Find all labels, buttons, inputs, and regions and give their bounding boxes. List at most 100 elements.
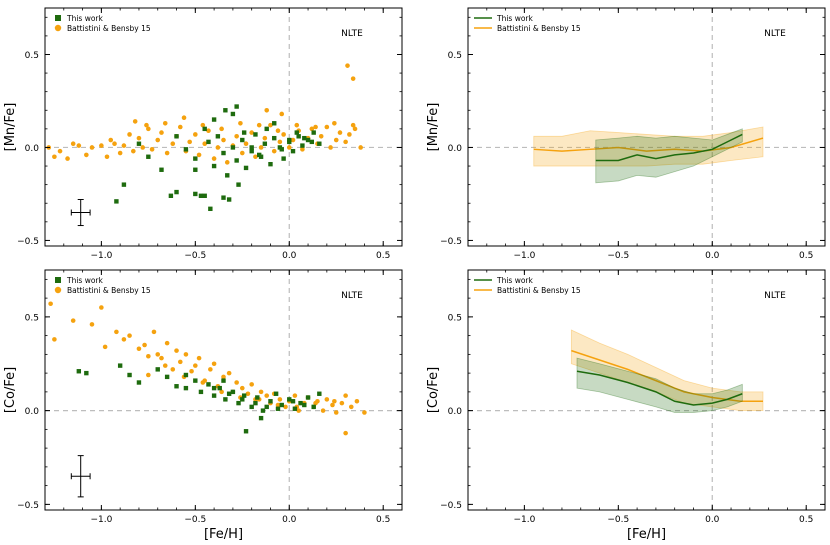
x-tick-label: −0.5	[607, 515, 629, 525]
point-battistini-bensby	[262, 135, 268, 141]
point-this-work	[226, 391, 232, 396]
point-battistini-bensby	[193, 132, 198, 137]
point-battistini-bensby	[76, 143, 82, 148]
point-battistini-bensby	[70, 141, 76, 147]
x-tick-label: −1.0	[90, 515, 112, 525]
point-this-work	[258, 415, 264, 421]
point-battistini-bensby	[286, 145, 292, 150]
point-battistini-bensby	[215, 145, 221, 150]
point-battistini-bensby	[99, 143, 104, 148]
point-this-work	[164, 374, 170, 380]
point-battistini-bensby	[112, 141, 117, 147]
x-tick-label: 0.5	[376, 251, 390, 261]
point-battistini-bensby	[249, 382, 254, 387]
point-this-work	[234, 158, 239, 163]
point-this-work	[193, 378, 198, 383]
point-battistini-bensby	[281, 132, 286, 137]
point-battistini-bensby	[249, 130, 254, 135]
point-this-work	[225, 173, 230, 178]
point-this-work	[309, 139, 315, 145]
point-this-work	[281, 156, 286, 161]
point-battistini-bensby	[211, 361, 217, 367]
point-battistini-bensby	[221, 137, 226, 143]
point-this-work	[243, 429, 249, 434]
plot-area	[45, 8, 402, 246]
point-battistini-bensby	[362, 410, 367, 415]
x-tick-label: 0.5	[799, 515, 813, 525]
x-tick-label: −0.5	[184, 515, 206, 525]
error-bar	[70, 455, 91, 498]
point-this-work	[249, 148, 254, 154]
point-battistini-bensby	[142, 342, 147, 348]
point-this-work	[174, 134, 179, 139]
plot-area	[468, 8, 825, 246]
point-battistini-bensby	[339, 400, 345, 406]
point-battistini-bensby	[309, 126, 315, 132]
point-this-work	[206, 139, 211, 145]
point-this-work	[136, 141, 142, 146]
point-battistini-bensby	[65, 156, 70, 161]
point-this-work	[208, 206, 213, 212]
point-this-work	[84, 370, 89, 376]
point-battistini-bensby	[136, 346, 142, 352]
y-axis-label: [Mn/Fe]	[426, 103, 441, 152]
point-battistini-bensby	[253, 154, 258, 160]
point-battistini-bensby	[275, 128, 281, 134]
point-battistini-bensby	[292, 393, 298, 398]
y-tick-label: 0.5	[25, 313, 39, 323]
point-battistini-bensby	[146, 372, 151, 378]
point-this-work	[240, 397, 245, 402]
point-this-work	[223, 397, 228, 402]
point-battistini-bensby	[177, 359, 183, 365]
series-battistini-bensby	[46, 63, 363, 165]
point-battistini-bensby	[328, 145, 333, 150]
panel-co-scatter: −1.0 −0.5 0.0 0.5 −0.5 0.0 0.5 [Co/Fe] [Fe/H] NLT…	[3, 269, 403, 542]
point-this-work	[136, 380, 142, 385]
point-battistini-bensby	[132, 119, 138, 124]
point-battistini-bensby	[332, 120, 337, 126]
legend-marker-battistini-bensby	[54, 286, 62, 294]
legend-label-this-work: This work	[496, 276, 534, 285]
panel-mn-scatter: −1.0 −0.5 0.0 0.5 −0.5 0.0 0.5 [Mn/Fe] NLTE This …	[3, 7, 403, 261]
point-this-work	[211, 117, 217, 122]
point-this-work	[257, 152, 262, 158]
point-battistini-bensby	[264, 107, 270, 113]
point-battistini-bensby	[206, 128, 211, 134]
point-battistini-bensby	[313, 124, 318, 130]
line-battistini-bensby	[571, 349, 763, 402]
point-this-work	[193, 191, 198, 197]
point-battistini-bensby	[243, 141, 249, 147]
point-battistini-bensby	[350, 76, 356, 81]
point-this-work	[272, 135, 277, 141]
point-battistini-bensby	[155, 352, 161, 357]
point-this-work	[302, 135, 307, 141]
point-this-work	[226, 197, 232, 202]
point-battistini-bensby	[234, 380, 239, 385]
panel-mn-trend: −1.0 −0.5 0.0 0.5 −0.5 0.0 0.5 [Mn/Fe] NLTE This …	[426, 7, 826, 261]
point-battistini-bensby	[127, 333, 132, 338]
point-this-work	[241, 393, 247, 398]
point-this-work	[146, 154, 151, 159]
point-this-work	[159, 167, 164, 172]
point-this-work	[76, 369, 82, 374]
point-this-work	[262, 141, 268, 146]
line-battistini-bensby	[533, 137, 764, 152]
point-battistini-bensby	[162, 120, 168, 126]
point-battistini-bensby	[332, 398, 337, 404]
point-battistini-bensby	[196, 355, 202, 361]
point-battistini-bensby	[200, 380, 206, 385]
point-this-work	[287, 137, 292, 143]
point-this-work	[236, 182, 241, 187]
point-battistini-bensby	[52, 154, 57, 160]
point-this-work	[268, 161, 273, 167]
point-this-work	[260, 408, 266, 413]
point-this-work	[290, 148, 296, 154]
point-battistini-bensby	[131, 148, 136, 154]
point-battistini-bensby	[159, 355, 164, 361]
point-battistini-bensby	[221, 374, 226, 380]
point-this-work	[183, 147, 189, 152]
point-battistini-bensby	[146, 126, 151, 132]
point-battistini-bensby	[345, 63, 350, 68]
error-bar	[70, 199, 91, 227]
